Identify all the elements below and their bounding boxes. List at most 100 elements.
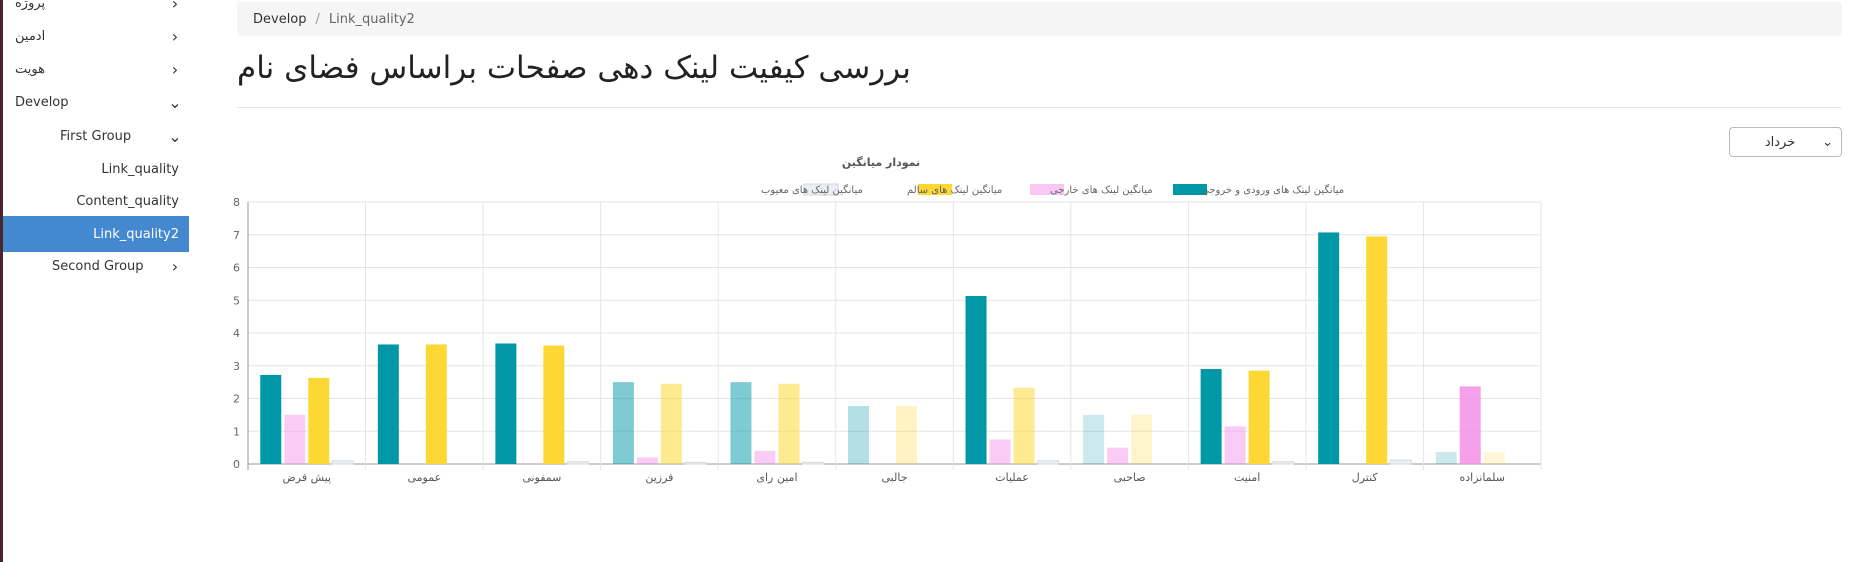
x-tick-label: سلمانزاده <box>1460 471 1505 484</box>
bar <box>1366 236 1388 464</box>
bar <box>1107 447 1129 464</box>
bar <box>754 450 776 464</box>
sidebar-item-label: Link_quality2 <box>93 226 179 242</box>
legend-swatch <box>1030 184 1064 195</box>
sidebar-item-develop[interactable]: Develop ⌄ <box>15 84 185 120</box>
y-tick-label: 3 <box>233 360 240 373</box>
bar <box>1013 387 1035 464</box>
month-select-value: خرداد <box>1764 134 1796 150</box>
sidebar-item-label: هویت <box>15 61 45 77</box>
legend-swatch <box>918 184 952 195</box>
x-tick-label: پیش فرض <box>283 471 332 484</box>
bar <box>331 460 354 465</box>
sidebar: پروژه › ادمین › هویت › Develop ⌄ First G… <box>3 0 223 562</box>
window-frame-edge <box>0 0 3 562</box>
y-tick-label: 7 <box>233 229 240 242</box>
average-chart: نمودار میانگین میانگین لینک های ورودی و خ… <box>233 152 1842 554</box>
chevron-right-icon: › <box>171 26 179 46</box>
bar <box>1389 459 1412 465</box>
bar <box>1483 451 1505 464</box>
bar <box>896 406 917 464</box>
bar <box>1459 386 1481 464</box>
chart-svg: نمودار میانگین میانگین لینک های ورودی و خ… <box>233 156 1542 484</box>
sidebar-item-content-quality[interactable]: Content_quality <box>60 183 179 219</box>
y-tick-label: 6 <box>233 262 240 275</box>
y-tick-label: 4 <box>233 327 240 340</box>
x-tick-label: کنترل <box>1352 471 1379 484</box>
chart-title: نمودار میانگین <box>842 156 920 169</box>
legend-label: میانگین لینک های معیوب <box>761 184 863 196</box>
bar <box>377 344 399 464</box>
x-tick-label: جالبی <box>882 471 908 484</box>
breadcrumb-separator: / <box>315 11 320 27</box>
y-tick-label: 5 <box>233 294 240 307</box>
bar <box>612 382 634 464</box>
legend-swatch <box>1173 184 1207 195</box>
legend-label: میانگین لینک های خارجی <box>1050 184 1153 196</box>
bar <box>1037 460 1060 465</box>
sidebar-item-label: Develop <box>15 94 69 110</box>
sidebar-item-label: پروژه <box>15 0 46 11</box>
bar <box>1224 426 1246 464</box>
x-tick-label: عملیات <box>995 471 1029 484</box>
legend-label: میانگین لینک های سالم <box>907 184 1002 196</box>
sidebar-item-label: First Group <box>60 128 132 144</box>
chevron-right-icon: › <box>171 59 179 79</box>
breadcrumb: Develop / Link_quality2 <box>237 2 1842 36</box>
bar <box>284 414 306 464</box>
bar <box>1248 370 1270 464</box>
chevron-right-icon: › <box>171 0 179 13</box>
bar <box>989 439 1011 464</box>
title-divider <box>237 107 1842 108</box>
bar <box>1272 461 1295 465</box>
breadcrumb-root[interactable]: Develop <box>253 11 307 27</box>
sidebar-item-first-group[interactable]: First Group ⌄ <box>60 118 185 154</box>
legend-label: میانگین لینک های ورودی و خروجی <box>1201 184 1344 196</box>
bar <box>1435 451 1457 464</box>
sidebar-item-label: ادمین <box>15 28 46 44</box>
bar <box>1318 232 1340 464</box>
x-tick-label: فرزین <box>645 471 673 484</box>
y-tick-label: 0 <box>233 458 240 471</box>
sidebar-item-label: Link_quality <box>101 161 179 177</box>
bar <box>260 374 282 464</box>
bar <box>778 383 800 464</box>
bar <box>684 461 707 465</box>
sidebar-item-label: Content_quality <box>76 193 179 209</box>
y-tick-label: 2 <box>233 393 240 406</box>
legend-swatch <box>803 183 839 196</box>
sidebar-item-identity[interactable]: هویت › <box>15 51 185 87</box>
sidebar-item-admin[interactable]: ادمین › <box>15 18 185 54</box>
breadcrumb-current: Link_quality2 <box>328 11 415 27</box>
x-tick-label: عمومی <box>407 471 441 484</box>
sidebar-item-second-group[interactable]: Second Group › <box>52 248 185 284</box>
sidebar-item-label: Second Group <box>52 258 144 274</box>
chevron-down-icon: ⌄ <box>168 126 182 146</box>
bar <box>1200 369 1222 464</box>
bar <box>566 461 589 465</box>
bar <box>660 383 682 464</box>
chevron-down-icon: ⌄ <box>1822 134 1833 150</box>
chevron-down-icon: ⌄ <box>168 92 182 112</box>
y-tick-label: 1 <box>233 425 240 438</box>
chevron-right-icon: › <box>171 256 179 276</box>
x-tick-label: صاحبی <box>1114 471 1146 484</box>
x-tick-label: سمفونی <box>522 471 561 484</box>
bar <box>543 345 565 464</box>
sidebar-item-link-quality2[interactable]: Link_quality2 <box>3 216 189 252</box>
bar <box>495 343 517 464</box>
y-tick-label: 8 <box>233 196 240 209</box>
bar <box>848 406 869 464</box>
bar <box>965 295 987 464</box>
bar <box>801 461 824 465</box>
bar <box>519 463 541 464</box>
sidebar-item-link-quality[interactable]: Link_quality <box>60 151 179 187</box>
bar <box>1131 414 1153 464</box>
sidebar-item-project[interactable]: پروژه › <box>15 0 185 21</box>
page-title: بررسی کیفیت لینک دهی صفحات براساس فضای ن… <box>237 50 911 86</box>
bar <box>425 344 447 464</box>
bar <box>730 382 752 464</box>
month-select[interactable]: خرداد ⌄ <box>1729 127 1842 157</box>
x-tick-label: امین رای <box>756 471 797 484</box>
bar <box>636 457 658 464</box>
